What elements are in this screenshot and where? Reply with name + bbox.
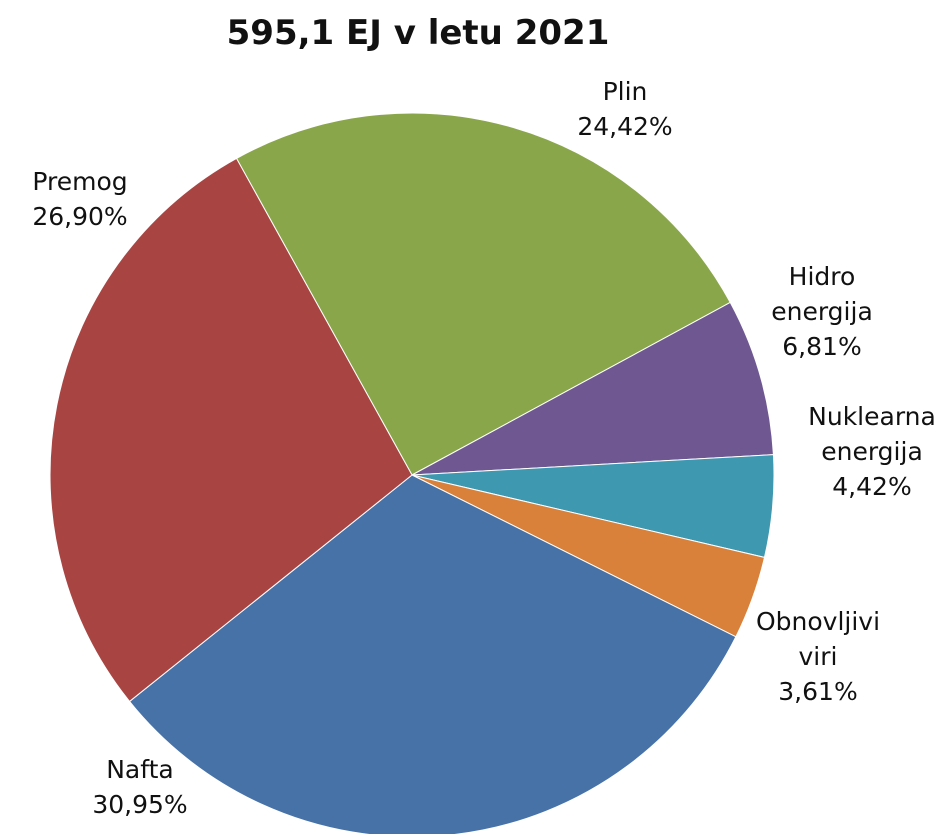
slice-label: Nafta [106, 755, 174, 784]
slice-label: Plin [603, 77, 648, 106]
slice-value-label: 26,90% [32, 202, 127, 231]
slice-value-label: 24,42% [577, 112, 672, 141]
slice-label: Nuklearna energija [808, 402, 936, 466]
slice-value-label: 6,81% [782, 332, 861, 361]
slice-value-label: 3,61% [778, 677, 857, 706]
slice-label: Premog [32, 167, 127, 196]
slice-value-label: 4,42% [832, 472, 911, 501]
pie-slice [49, 157, 413, 703]
pie-slice [411, 301, 774, 476]
slice-label: Hidro energija [771, 262, 873, 326]
slice-value-label: 30,95% [92, 790, 187, 819]
slice-label: Obnovljivi viri [756, 607, 880, 671]
pie-slice [235, 112, 731, 476]
pie-slice [128, 474, 737, 834]
chart-title: 595,1 EJ v letu 2021 [227, 13, 610, 53]
